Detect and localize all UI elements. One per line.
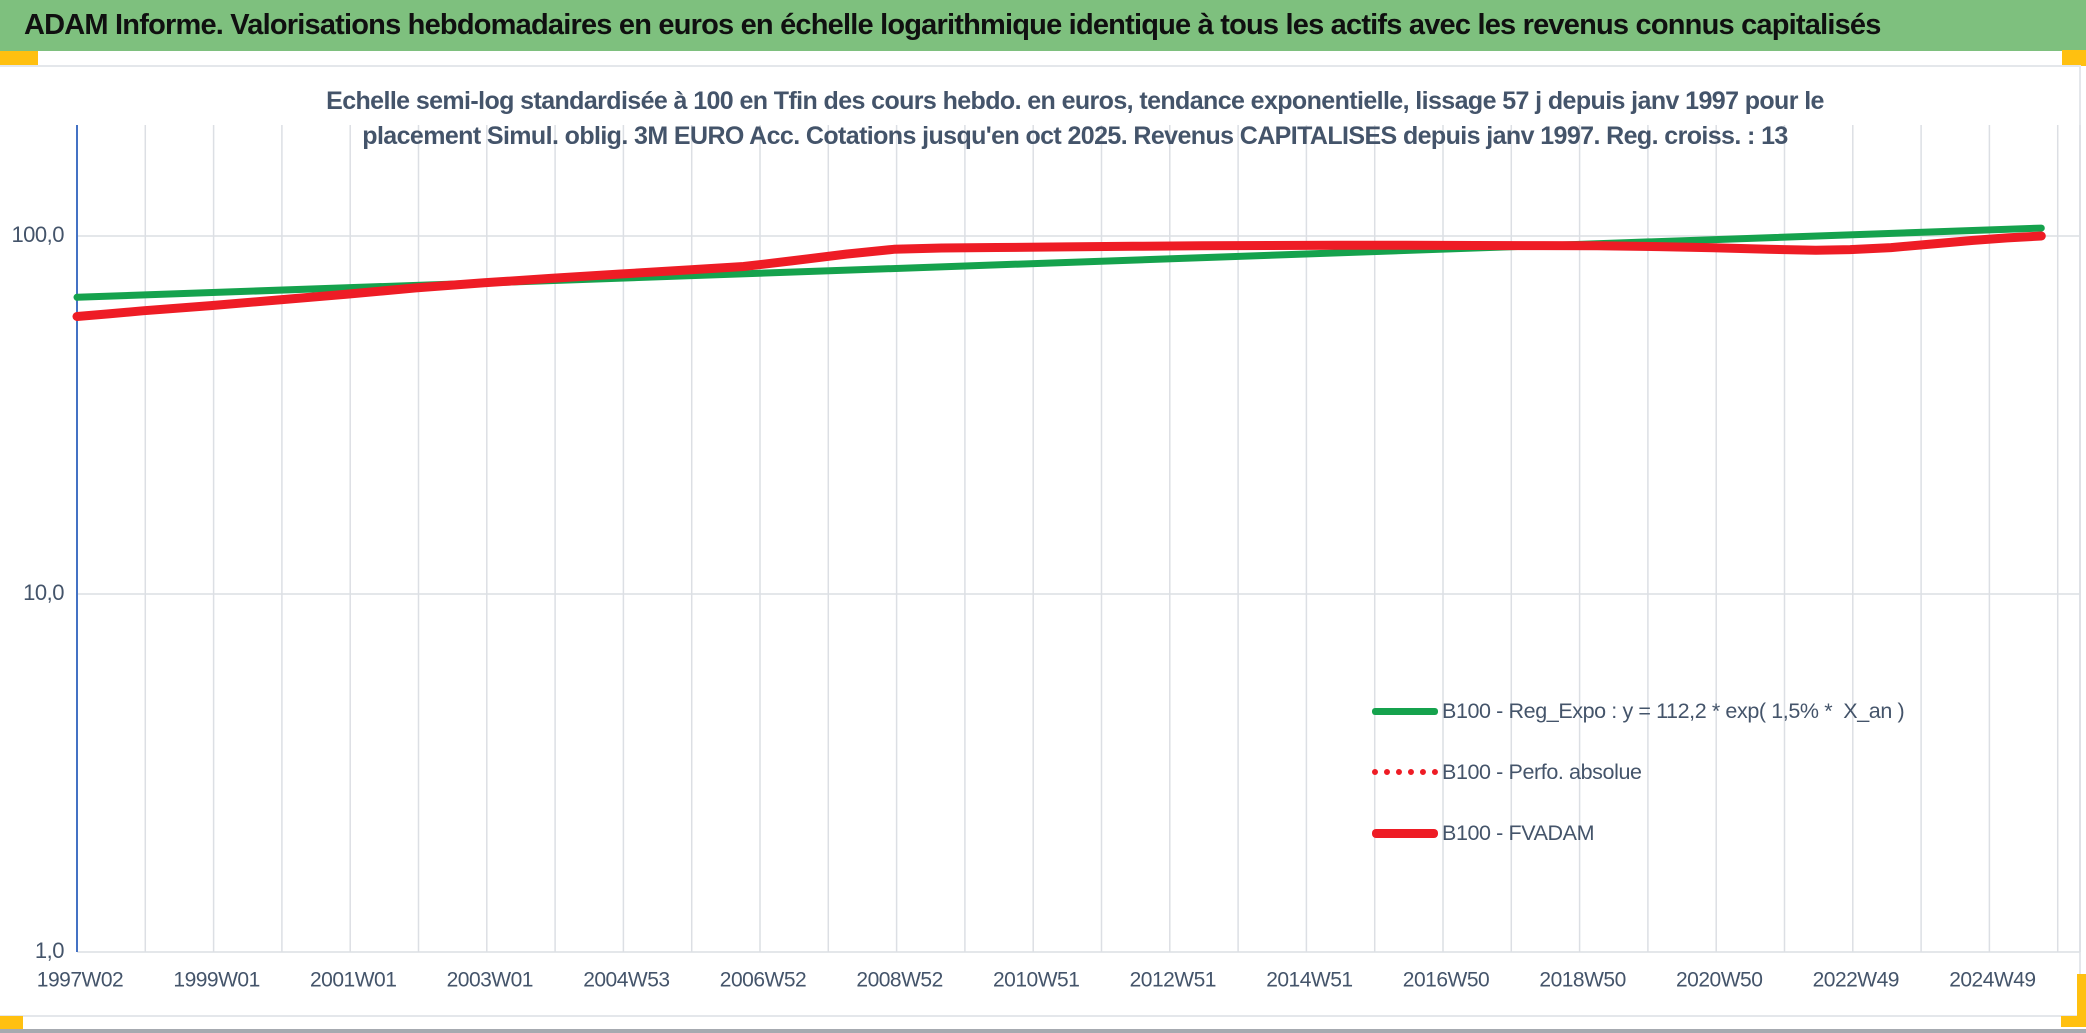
report-header-bar: ADAM Informe. Valorisations hebdomadaire… (0, 0, 2086, 51)
window-bottom-edge (0, 1029, 2086, 1033)
legend-swatch-red-dotted-line-icon (1372, 769, 1438, 775)
legend-item-reg-expo: B100 - Reg_Expo : y = 112,2 * exp( 1,5% … (1372, 694, 2032, 728)
x-tick-label: 2004W53 (583, 969, 669, 992)
report-title: ADAM Informe. Valorisations hebdomadaire… (24, 9, 1881, 41)
y-tick-label: 100,0 (11, 222, 64, 247)
chart-title: Echelle semi-log standardisée à 100 en T… (80, 84, 2070, 154)
x-tick-label: 2016W50 (1403, 969, 1489, 992)
x-tick-label: 2006W52 (720, 969, 806, 992)
chart-title-line2: placement Simul. oblig. 3M EURO Acc. Cot… (362, 122, 1788, 150)
corner-marker-top-right (2062, 50, 2086, 66)
legend-label-perfo-absolue: B100 - Perfo. absolue (1442, 759, 1642, 784)
chart-legend: B100 - Reg_Expo : y = 112,2 * exp( 1,5% … (1372, 694, 2032, 877)
chart-title-line1: Echelle semi-log standardisée à 100 en T… (326, 87, 1824, 115)
corner-marker-top-left (0, 51, 38, 66)
y-tick-label: 1,0 (35, 938, 64, 963)
x-tick-label: 2003W01 (447, 969, 533, 992)
legend-item-fvadam: B100 - FVADAM (1372, 816, 2032, 850)
legend-label-reg-expo: B100 - Reg_Expo : y = 112,2 * exp( 1,5% … (1442, 698, 1905, 723)
x-tick-label: 2024W49 (1949, 969, 2035, 992)
x-tick-label: 2014W51 (1266, 969, 1352, 992)
chart-frame (0, 65, 2081, 1017)
series-line-b100-reg-expo (73, 224, 2045, 301)
x-tick-label: 2022W49 (1813, 969, 1899, 992)
legend-swatch-red-line-icon (1372, 828, 1438, 838)
legend-item-perfo-absolue: B100 - Perfo. absolue (1372, 755, 2032, 789)
x-tick-label: 2008W52 (856, 969, 942, 992)
corner-marker-bottom-right (2077, 974, 2086, 1018)
legend-label-fvadam: B100 - FVADAM (1442, 820, 1595, 845)
x-tick-label: 2001W01 (310, 969, 396, 992)
legend-swatch-green-line-icon (1372, 707, 1438, 715)
corner-marker-bottom-right-base (2061, 1016, 2086, 1027)
x-tick-label: 1997W02 (37, 969, 123, 992)
y-tick-label: 10,0 (23, 580, 64, 605)
x-tick-label: 1999W01 (173, 969, 259, 992)
x-tick-label: 2020W50 (1676, 969, 1762, 992)
x-tick-label: 2018W50 (1539, 969, 1625, 992)
x-tick-label: 2012W51 (1130, 969, 1216, 992)
corner-marker-bottom-left (0, 1016, 23, 1031)
x-tick-label: 2010W51 (993, 969, 1079, 992)
series-line-b100-fvadam (72, 231, 2046, 321)
